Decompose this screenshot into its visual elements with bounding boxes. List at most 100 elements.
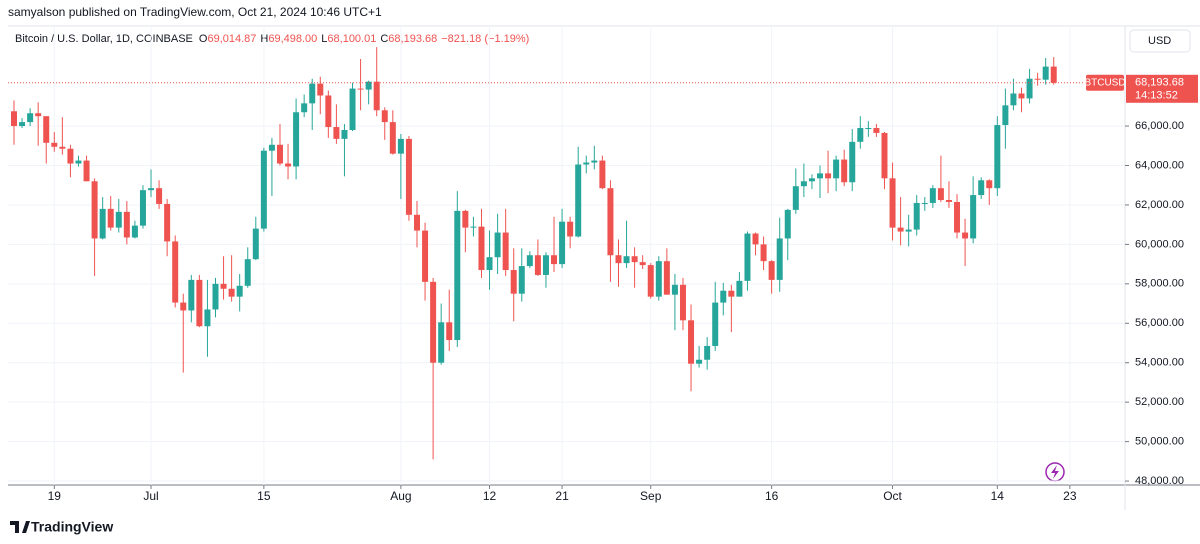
candle-body: [671, 284, 678, 295]
ohlc-key: L: [321, 33, 327, 45]
candle-body: [542, 255, 549, 275]
candle-body: [244, 259, 251, 286]
candle-body: [945, 200, 952, 202]
ohlc-key: O: [199, 33, 208, 45]
candle-body: [559, 221, 566, 265]
candle-body: [865, 128, 872, 130]
candle-body: [164, 203, 171, 242]
candle-body: [357, 88, 364, 90]
candle-body: [478, 226, 485, 271]
candle-body: [978, 180, 985, 196]
x-tick-label: Sep: [640, 489, 662, 503]
ohlc-value: 69,014.87: [207, 33, 256, 45]
candle-body: [1002, 105, 1009, 126]
candle-body: [647, 265, 654, 297]
candle-body: [551, 255, 558, 265]
candle-body: [962, 232, 969, 239]
symbol-badge: [1086, 74, 1124, 91]
candle-body: [139, 190, 146, 226]
candle-body: [760, 244, 767, 262]
candle-body: [986, 180, 993, 189]
y-tick-label: 62,000.00: [1135, 199, 1184, 211]
currency[interactable]: USD: [1148, 35, 1171, 47]
symbol-label: BTCUSD: [1084, 77, 1125, 88]
candle-body: [575, 164, 582, 237]
y-tick-label: 50,000.00: [1135, 436, 1184, 448]
ohlc-value: 68,193.68: [388, 33, 437, 45]
candle-body: [841, 159, 848, 183]
y-tick-label: 58,000.00: [1135, 278, 1184, 290]
x-tick-label: 21: [555, 489, 569, 503]
candle-body: [35, 113, 42, 117]
candle-body: [389, 122, 396, 154]
candle-body: [881, 132, 888, 179]
candle-body: [365, 81, 372, 90]
candle-body: [309, 83, 316, 104]
candle-body: [1010, 93, 1017, 106]
symbol-title: Bitcoin / U.S. Dollar, 1D, COINBASE: [15, 33, 193, 45]
x-tick-label: Aug: [390, 489, 411, 503]
x-tick-label: 15: [257, 489, 271, 503]
candle-body: [817, 173, 823, 179]
candle-body: [228, 288, 235, 297]
candle-body: [131, 225, 138, 238]
candle-body: [502, 232, 509, 271]
candle-body: [615, 255, 622, 264]
candle-body: [405, 138, 412, 215]
candle-body: [107, 208, 114, 228]
footer: TradingView: [10, 519, 113, 535]
y-tick-label: 56,000.00: [1135, 317, 1184, 329]
candle-body: [11, 111, 17, 127]
candle-body: [1026, 78, 1033, 99]
ohlc-value: −821.18 (−1.19%): [441, 33, 529, 45]
candle-body: [849, 141, 856, 183]
alert-bolt[interactable]: [1051, 465, 1059, 479]
x-tick-label: 19: [48, 489, 62, 503]
candle-body: [688, 320, 695, 364]
candle-body: [422, 230, 429, 282]
candle-body: [285, 163, 292, 167]
candle-body: [123, 211, 130, 238]
candle-body: [268, 144, 275, 151]
candle-body: [381, 110, 388, 123]
candle-body: [889, 178, 896, 228]
candles: [11, 47, 1057, 460]
y-tick-label: 54,000.00: [1135, 357, 1184, 369]
x-tick-label: Oct: [883, 489, 902, 503]
x-tick-label: 14: [991, 489, 1005, 503]
candle-body: [494, 232, 501, 258]
candle-body: [905, 229, 912, 232]
candle-body: [19, 122, 26, 127]
candle-body: [83, 160, 90, 182]
candle-body: [91, 181, 98, 239]
candle-body: [929, 188, 936, 203]
candle-body: [720, 290, 727, 303]
candle-body: [518, 266, 525, 294]
x-tick-label: 12: [483, 489, 497, 503]
countdown: 14:13:52: [1135, 90, 1178, 102]
candle-body: [212, 283, 219, 310]
candle-body: [51, 142, 58, 147]
candle-body: [341, 129, 348, 139]
y-tick-label: 60,000.00: [1135, 238, 1184, 250]
y-tick-label: 52,000.00: [1135, 396, 1184, 408]
currency-button[interactable]: [1129, 29, 1191, 53]
candle-body: [293, 112, 300, 167]
candle-body: [599, 160, 606, 189]
y-tick-label: 48,000.00: [1135, 475, 1184, 487]
candle-body: [276, 144, 283, 164]
ohlc-value: 68,100.01: [327, 33, 376, 45]
candle-body: [188, 279, 195, 311]
candle-body: [462, 210, 469, 228]
candle-body: [631, 256, 638, 263]
ohlc-key: H: [260, 33, 268, 45]
candle-body: [486, 257, 493, 271]
candle-body: [752, 233, 759, 245]
candle-body: [414, 214, 420, 231]
candle-body: [736, 280, 743, 297]
brand: TradingView: [31, 519, 113, 535]
candle-body: [438, 322, 445, 363]
candle-body: [204, 309, 211, 327]
price-badge: [1126, 74, 1198, 103]
